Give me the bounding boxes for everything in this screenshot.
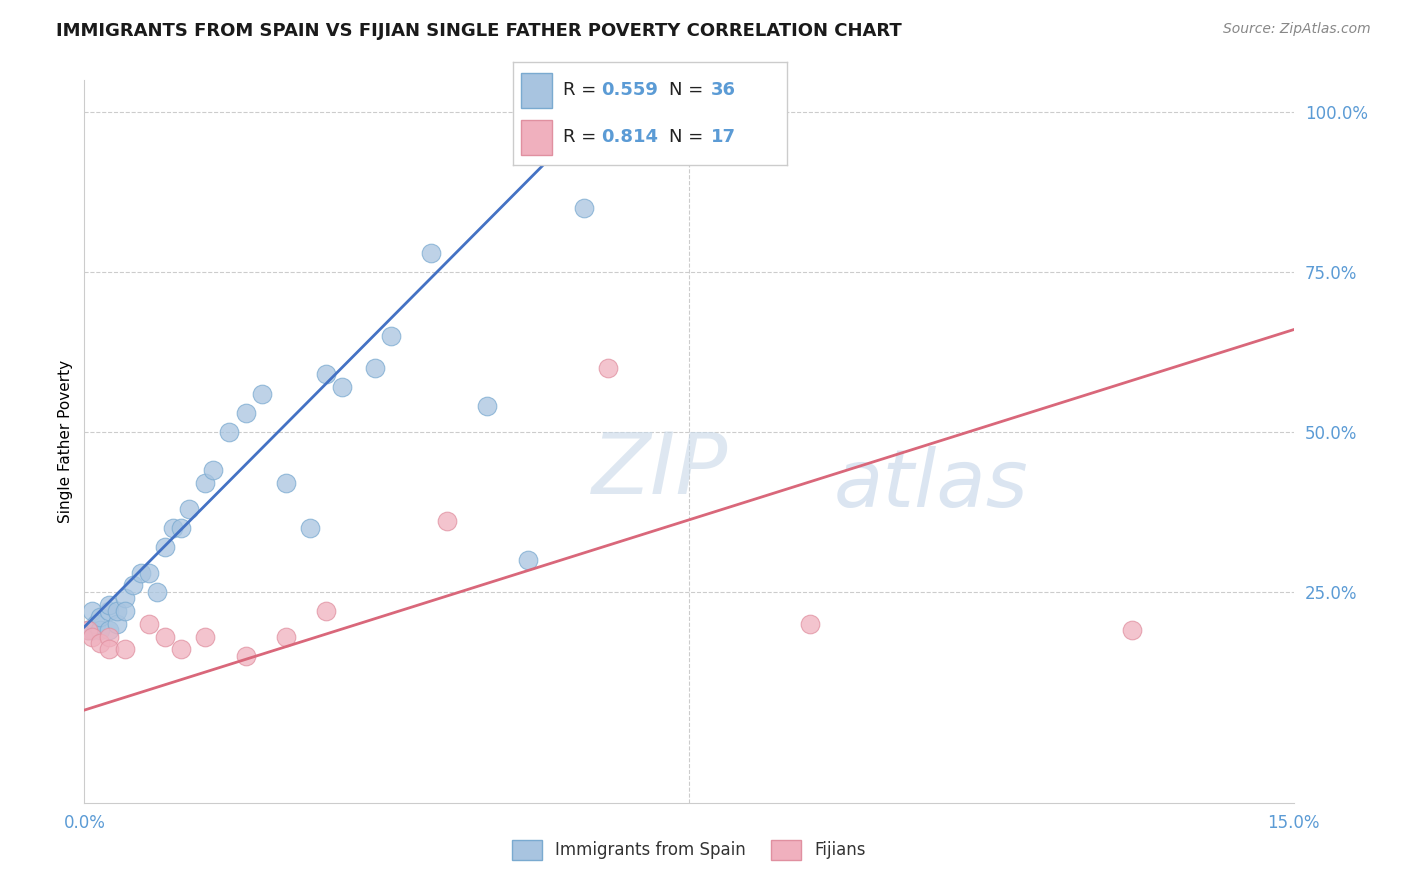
Y-axis label: Single Father Poverty: Single Father Poverty <box>58 360 73 523</box>
Point <box>179 501 201 516</box>
Point <box>598 361 620 376</box>
Point <box>77 623 100 637</box>
Point <box>330 380 353 394</box>
Point <box>114 604 136 618</box>
Point <box>89 636 111 650</box>
Point <box>250 386 273 401</box>
Legend: Immigrants from Spain, Fijians: Immigrants from Spain, Fijians <box>505 833 873 867</box>
Point <box>153 630 176 644</box>
Point <box>162 521 184 535</box>
Point <box>436 515 458 529</box>
Point <box>516 553 538 567</box>
Point <box>315 368 337 382</box>
Text: atlas: atlas <box>834 446 1029 524</box>
Point <box>315 604 337 618</box>
Point <box>420 246 443 260</box>
Point <box>235 648 257 663</box>
Point <box>89 623 111 637</box>
Point <box>274 476 297 491</box>
FancyBboxPatch shape <box>522 73 551 108</box>
Point <box>97 604 120 618</box>
Point <box>86 616 108 631</box>
Text: 36: 36 <box>710 81 735 99</box>
Point <box>82 630 104 644</box>
Text: 0.814: 0.814 <box>600 128 658 146</box>
Text: N =: N = <box>669 81 710 99</box>
Point <box>114 642 136 657</box>
Point <box>218 425 240 439</box>
Point <box>82 604 104 618</box>
Text: IMMIGRANTS FROM SPAIN VS FIJIAN SINGLE FATHER POVERTY CORRELATION CHART: IMMIGRANTS FROM SPAIN VS FIJIAN SINGLE F… <box>56 22 903 40</box>
Point <box>97 623 120 637</box>
Point <box>194 476 217 491</box>
Point <box>1121 623 1143 637</box>
Point <box>799 616 821 631</box>
Point <box>138 566 160 580</box>
Point <box>138 616 160 631</box>
Point <box>194 630 217 644</box>
Text: 0.559: 0.559 <box>600 81 658 99</box>
Point <box>363 361 385 376</box>
Point <box>380 329 402 343</box>
Point <box>299 521 322 535</box>
Point <box>105 616 128 631</box>
Point <box>77 623 100 637</box>
Text: ZIP: ZIP <box>592 429 728 512</box>
Point <box>97 642 120 657</box>
Point <box>97 630 120 644</box>
Text: R =: R = <box>562 81 602 99</box>
Text: 17: 17 <box>710 128 735 146</box>
Point <box>235 406 257 420</box>
Text: N =: N = <box>669 128 710 146</box>
Point <box>274 630 297 644</box>
Point <box>129 566 152 580</box>
Point <box>146 584 169 599</box>
Point <box>89 610 111 624</box>
Point <box>114 591 136 606</box>
Point <box>82 623 104 637</box>
Point <box>105 604 128 618</box>
Text: Source: ZipAtlas.com: Source: ZipAtlas.com <box>1223 22 1371 37</box>
Point <box>121 578 143 592</box>
Point <box>97 598 120 612</box>
Point <box>477 400 499 414</box>
FancyBboxPatch shape <box>522 120 551 155</box>
Text: R =: R = <box>562 128 602 146</box>
Point <box>153 540 176 554</box>
Point <box>572 201 595 215</box>
Point <box>170 642 193 657</box>
Point <box>170 521 193 535</box>
Point <box>202 463 225 477</box>
